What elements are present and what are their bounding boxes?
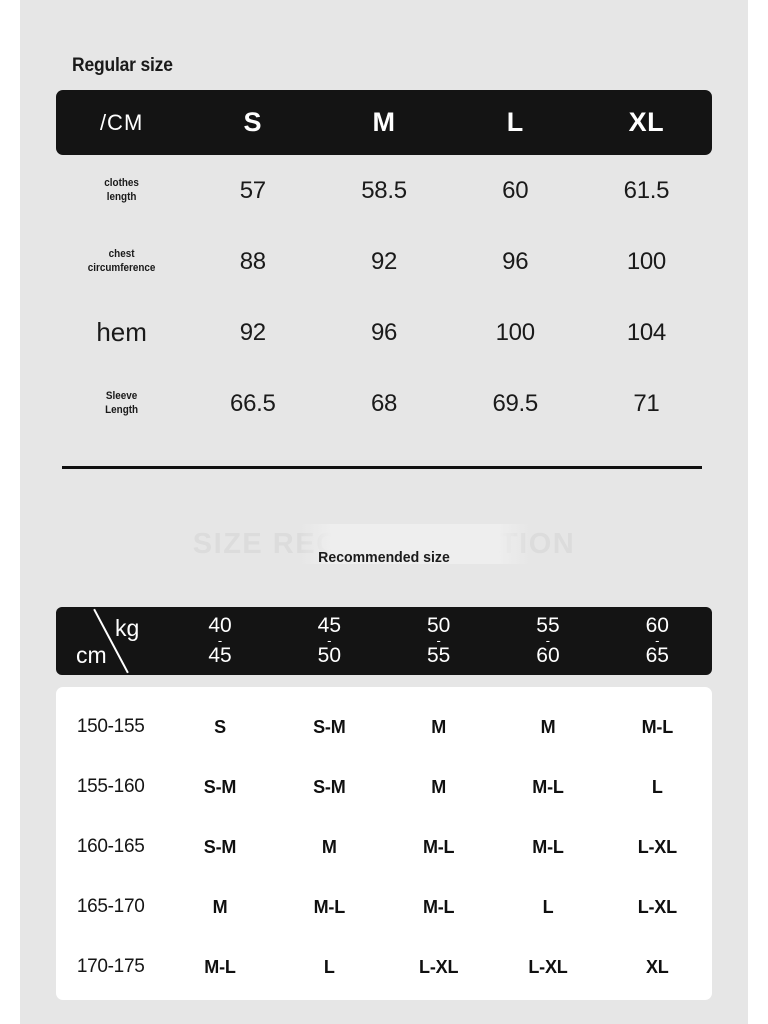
table-row: hem 92 96 100 104 <box>56 297 712 368</box>
weight-column-header: 50 - 55 <box>384 613 493 667</box>
cell-value: 92 <box>370 247 398 275</box>
cell-value: 100 <box>626 247 666 275</box>
weight-from: 60 <box>645 613 669 637</box>
row-label-chest-circumference: chest circumference <box>87 247 156 274</box>
cell-value: 100 <box>495 318 535 346</box>
height-range-label: 150-155 <box>76 716 145 737</box>
table-row: 150-155 S S-M M M M-L <box>56 697 712 757</box>
cell-value: 92 <box>239 318 266 346</box>
range-dash: - <box>217 633 223 649</box>
cell-value: S-M <box>313 776 346 797</box>
cell-value: 88 <box>239 247 266 275</box>
header-size-m: M <box>372 107 396 137</box>
height-range-label: 165-170 <box>76 896 145 917</box>
recommended-header-row: kg cm 40 - 45 45 - 50 50 - 55 55 - 60 60… <box>56 607 712 675</box>
table-row: chest circumference 88 92 96 100 <box>56 226 712 297</box>
cell-value: L-XL <box>637 836 677 857</box>
cell-value: 58.5 <box>361 176 407 204</box>
table-row: 155-160 S-M S-M M M-L L <box>56 757 712 817</box>
height-range-label: 170-175 <box>76 956 145 977</box>
weight-to: 55 <box>426 643 451 667</box>
cell-value: 60 <box>502 176 529 204</box>
cell-value: XL <box>646 956 669 977</box>
weight-column-header: 60 - 65 <box>603 613 712 667</box>
cell-value: M-L <box>204 956 236 977</box>
row-label-sleeve-length: Sleeve Length <box>105 389 139 416</box>
regular-size-header-row: /CM S M L XL <box>56 90 712 155</box>
weight-from: 40 <box>208 613 232 637</box>
cell-value: M-L <box>313 896 346 917</box>
weight-from: 50 <box>426 613 451 637</box>
table-row: clothes length 57 58.5 60 61.5 <box>56 155 712 226</box>
cell-value: L-XL <box>528 956 568 977</box>
cell-value: 66.5 <box>230 389 276 417</box>
cell-value: M <box>431 716 447 737</box>
recommended-size-title: Recommended size <box>318 549 450 566</box>
recommended-size-body: 150-155 S S-M M M M-L 155-160 S-M S-M M … <box>56 687 712 1000</box>
cell-value: L <box>323 956 335 977</box>
cell-value: M-L <box>422 836 455 857</box>
cell-value: M <box>212 896 228 917</box>
weight-from: 55 <box>536 613 560 637</box>
table-row: 160-165 S-M M M-L M-L L-XL <box>56 817 712 877</box>
cell-value: M-L <box>532 776 564 797</box>
weight-to: 50 <box>317 643 341 667</box>
weight-from: 45 <box>317 613 341 637</box>
cell-value: L <box>542 896 554 917</box>
weight-column-header: 55 - 60 <box>493 613 602 667</box>
weight-column-header: 40 - 45 <box>165 613 274 667</box>
weight-column-header: 45 - 50 <box>275 613 384 667</box>
watermark-occluder <box>300 524 530 564</box>
cell-value: M-L <box>641 716 674 737</box>
table-row: 170-175 M-L L L-XL L-XL XL <box>56 937 712 997</box>
cell-value: 104 <box>626 318 666 346</box>
header-size-xl: XL <box>628 107 665 137</box>
size-chart-page: Regular size /CM S M L XL clothes length … <box>20 0 748 1024</box>
range-dash: - <box>545 633 551 649</box>
header-size-l: L <box>506 107 524 137</box>
cell-value: M-L <box>532 836 564 857</box>
regular-size-table: /CM S M L XL clothes length 57 58.5 60 61… <box>56 90 712 439</box>
cell-value: L-XL <box>419 956 459 977</box>
row-label-hem: hem <box>96 317 147 348</box>
cell-value: 61.5 <box>623 176 670 204</box>
cell-value: S-M <box>203 836 237 857</box>
weight-to: 65 <box>645 643 669 667</box>
cell-value: 69.5 <box>492 389 538 417</box>
header-unit-cell: /CM <box>99 109 144 135</box>
table-row: Sleeve Length 66.5 68 69.5 71 <box>56 368 712 439</box>
weight-unit-label: kg <box>115 615 140 641</box>
range-dash: - <box>327 633 332 649</box>
cell-value: L-XL <box>637 896 677 917</box>
cell-value: 57 <box>239 176 266 204</box>
cell-value: M <box>321 836 337 857</box>
cell-value: M <box>540 716 556 737</box>
cell-value: 68 <box>370 389 398 417</box>
axis-corner-cell: kg cm <box>56 607 165 675</box>
height-range-label: 160-165 <box>76 836 145 857</box>
cell-value: 96 <box>370 318 398 346</box>
weight-to: 45 <box>208 643 232 667</box>
cell-value: L <box>651 776 663 797</box>
regular-size-title: Regular size <box>72 55 173 76</box>
range-dash: - <box>436 633 441 649</box>
header-size-s: S <box>243 107 263 137</box>
cell-value: S-M <box>313 716 346 737</box>
cell-value: M-L <box>422 896 455 917</box>
cell-value: S-M <box>203 776 237 797</box>
range-dash: - <box>655 633 660 649</box>
section-divider <box>62 466 702 469</box>
height-unit-label: cm <box>76 642 107 668</box>
regular-size-body: clothes length 57 58.5 60 61.5 chest circu… <box>56 155 712 439</box>
row-label-clothes-length: clothes length <box>104 176 139 203</box>
weight-to: 60 <box>536 643 560 667</box>
cell-value: S <box>214 716 226 737</box>
cell-value: 71 <box>633 389 660 417</box>
table-row: 165-170 M M-L M-L L L-XL <box>56 877 712 937</box>
cell-value: 96 <box>502 247 529 275</box>
cell-value: M <box>431 776 447 797</box>
height-range-label: 155-160 <box>76 776 145 797</box>
